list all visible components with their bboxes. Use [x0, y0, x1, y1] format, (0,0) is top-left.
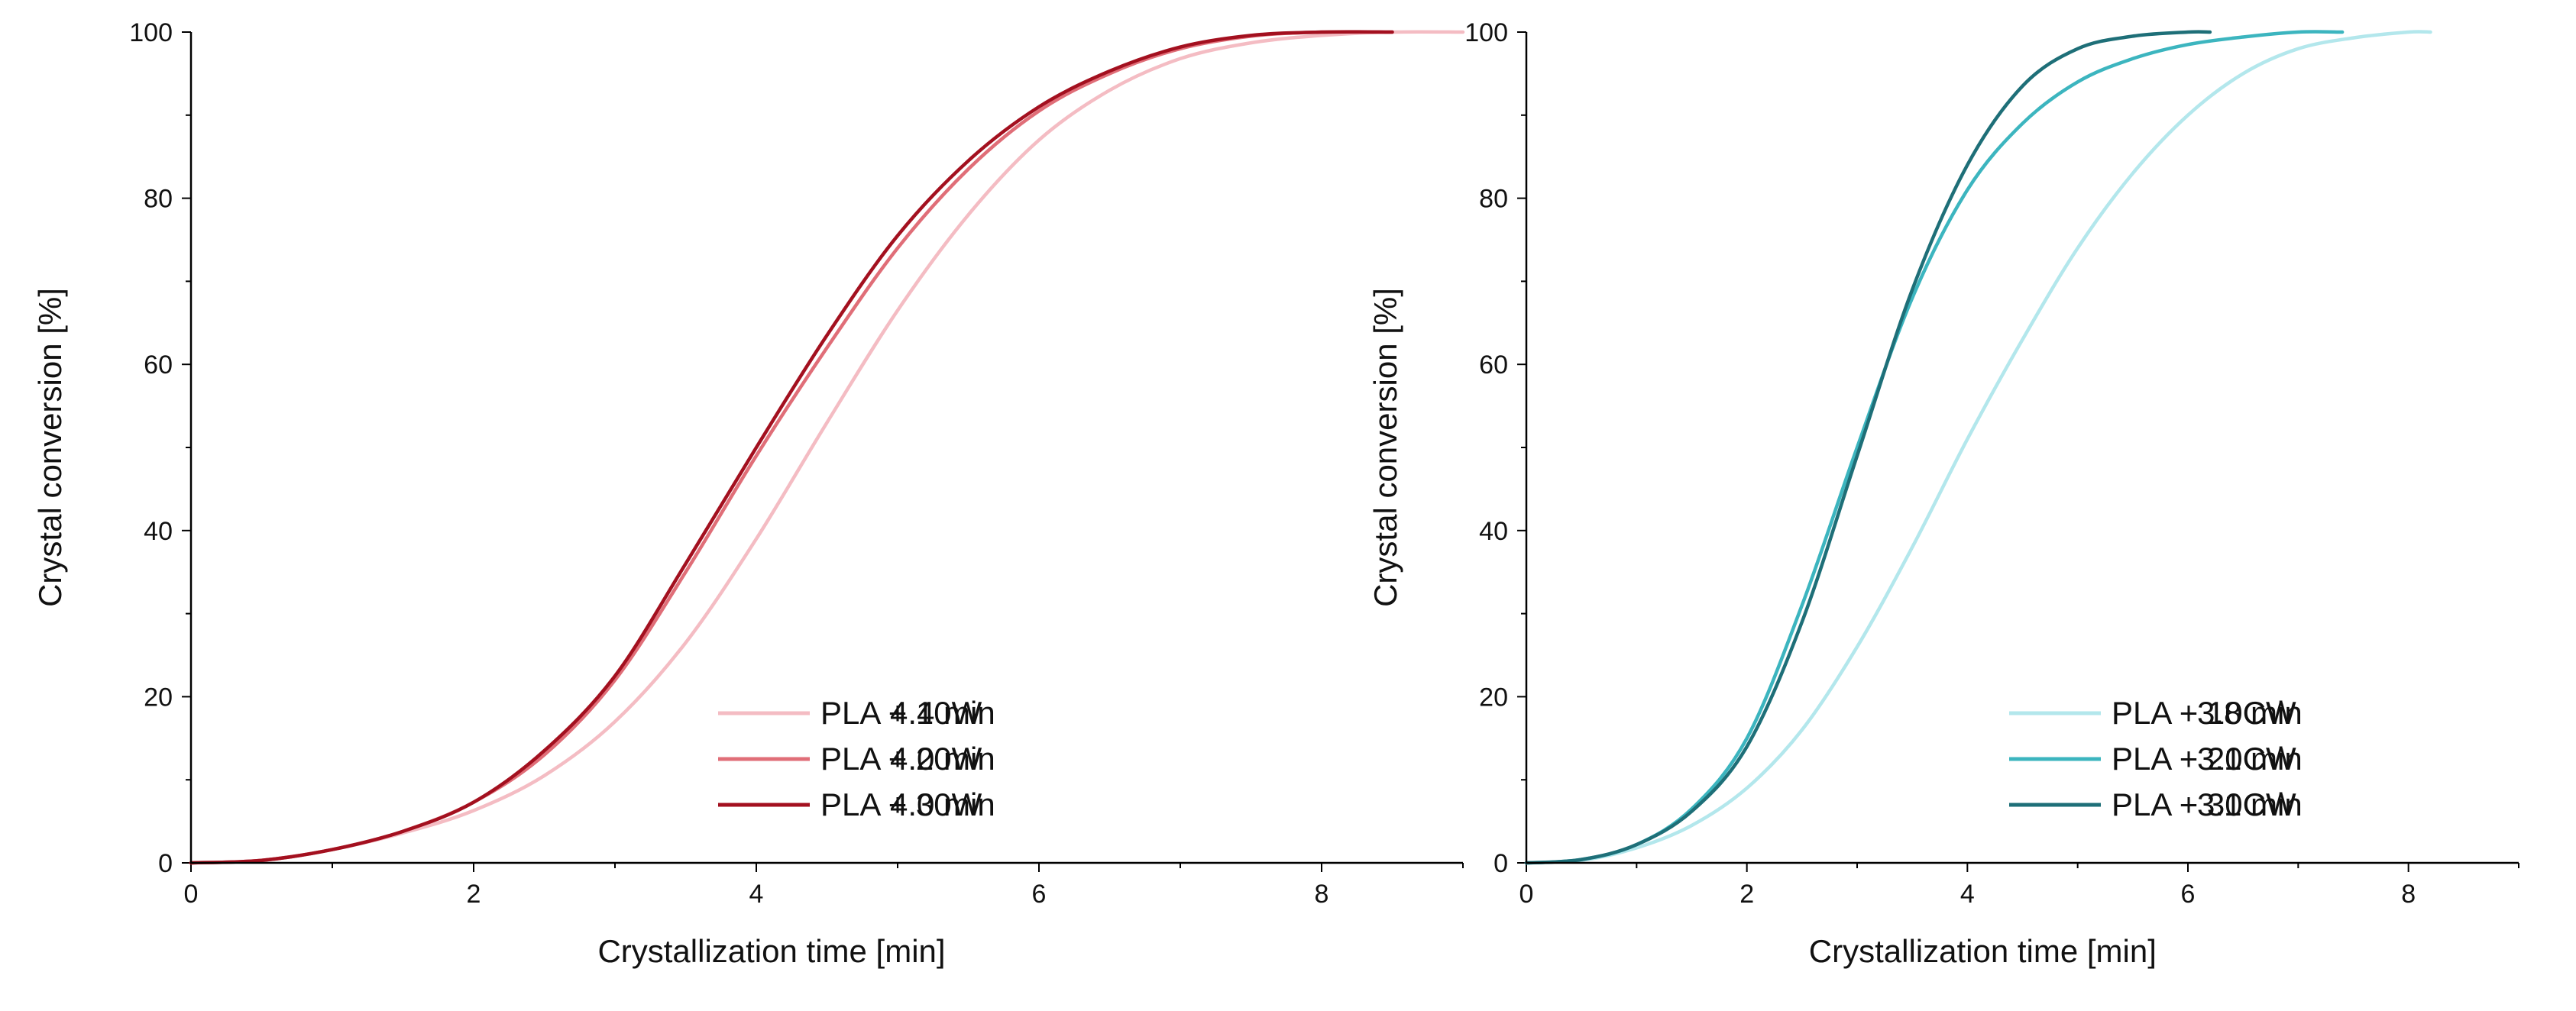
legend-value: 4.0 min — [890, 787, 995, 822]
series-line-pla-30cw — [1524, 30, 2212, 865]
y-tick-label: 100 — [129, 18, 173, 47]
series-line-pla-20cw — [1524, 30, 2345, 865]
left-axes-lines — [189, 32, 1463, 864]
y-tick-label: 20 — [144, 683, 173, 712]
y-tick-label: 80 — [1479, 185, 1508, 214]
y-tick-label: 40 — [144, 517, 173, 546]
y-tick-label: 20 — [1479, 683, 1508, 712]
legend-value: 3.8 min — [2197, 695, 2303, 731]
right-chart-panel: 0 20 40 60 80 100 0 2 4 6 8 Crystallization time … — [1367, 18, 2519, 969]
legend-value: 4.0 min — [890, 741, 995, 777]
left-legend: PLA + 10W 4.4 min PLA + 20W 4.0 min PLA … — [718, 695, 995, 822]
x-tick-label: 2 — [467, 880, 481, 909]
x-tick-label: 6 — [2181, 880, 2196, 909]
x-tick-label: 0 — [184, 880, 199, 909]
right-x-axis-title: Crystallization time [min] — [1809, 933, 2157, 969]
x-tick-label: 0 — [1519, 880, 1534, 909]
left-chart-panel: 0 20 40 60 80 100 0 2 4 6 8 Crystallization time … — [32, 18, 1465, 969]
right-x-tick-labels: 0 2 4 6 8 — [1519, 880, 2416, 909]
right-legend: PLA + 10CW 3.8 min PLA + 20CW 3.1 min PL… — [2009, 695, 2303, 822]
left-y-tick-labels: 0 20 40 60 80 100 — [129, 18, 173, 878]
right-y-tick-labels: 0 20 40 60 80 100 — [1464, 18, 1508, 878]
left-series-lines — [189, 30, 1465, 865]
x-tick-label: 8 — [1315, 880, 1329, 909]
legend-label: PLA + 10W — [820, 695, 982, 731]
x-tick-label: 4 — [749, 880, 764, 909]
y-tick-label: 0 — [158, 849, 173, 878]
legend-value: 4.4 min — [890, 695, 995, 731]
x-tick-label: 6 — [1032, 880, 1047, 909]
x-tick-label: 2 — [1739, 880, 1754, 909]
x-tick-label: 4 — [1960, 880, 1975, 909]
legend-value: 3.1 min — [2197, 787, 2303, 822]
legend-entry-pla-30cw: PLA + 30CW 3.1 min — [2009, 787, 2303, 822]
legend-label: PLA + 10CW — [2112, 695, 2296, 731]
y-tick-label: 80 — [144, 185, 173, 214]
legend-entry-pla-10cw: PLA + 10CW 3.8 min — [2009, 695, 2303, 731]
y-tick-label: 60 — [144, 350, 173, 380]
series-line-pla-10w — [189, 30, 1465, 865]
legend-value: 3.1 min — [2197, 741, 2303, 777]
y-tick-label: 60 — [1479, 350, 1508, 380]
right-series-lines — [1524, 30, 2432, 865]
series-line-pla-30w — [189, 30, 1394, 865]
right-axes-lines — [1525, 32, 2519, 864]
right-y-axis-title: Crystal conversion [%] — [1367, 288, 1403, 607]
y-tick-label: 40 — [1479, 517, 1508, 546]
right-axis-ticks — [1517, 31, 2519, 872]
legend-label: PLA + 30W — [820, 787, 982, 822]
series-line-pla-20w — [189, 30, 1394, 865]
legend-entry-pla-20w: PLA + 20W 4.0 min — [718, 741, 995, 777]
legend-entry-pla-10w: PLA + 10W 4.4 min — [718, 695, 995, 731]
left-y-axis-title: Crystal conversion [%] — [32, 288, 68, 607]
series-line-pla-10cw — [1524, 30, 2432, 865]
legend-label: PLA + 20CW — [2112, 741, 2296, 777]
legend-label: PLA + 20W — [820, 741, 982, 777]
legend-label: PLA + 30CW — [2112, 787, 2296, 822]
legend-entry-pla-30w: PLA + 30W 4.0 min — [718, 787, 995, 822]
left-x-tick-labels: 0 2 4 6 8 — [184, 880, 1329, 909]
legend-entry-pla-20cw: PLA + 20CW 3.1 min — [2009, 741, 2303, 777]
y-tick-label: 0 — [1493, 849, 1508, 878]
left-x-axis-title: Crystallization time [min] — [597, 933, 945, 969]
y-tick-label: 100 — [1464, 18, 1508, 47]
x-tick-label: 8 — [2401, 880, 2416, 909]
